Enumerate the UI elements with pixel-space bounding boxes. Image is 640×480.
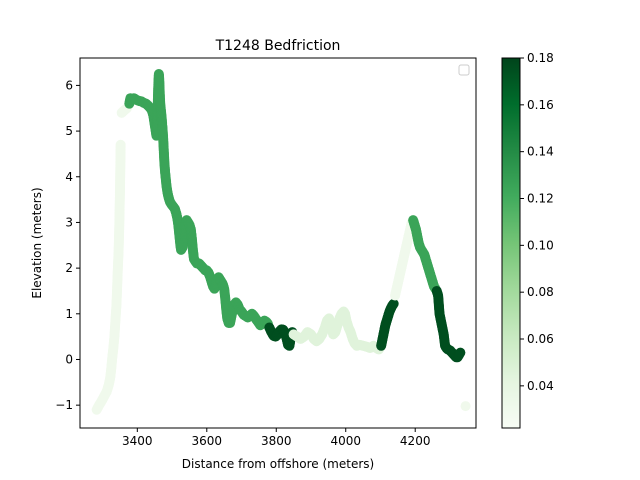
colorbar-tick-label: 0.14: [527, 145, 554, 159]
scatter-point: [455, 347, 466, 358]
y-tick-label: 5: [65, 124, 73, 138]
x-tick-label: 4000: [330, 434, 361, 448]
x-axis-ticks: 3400 3600 3800 4000 4200: [122, 428, 430, 448]
colorbar-tick-label: 0.18: [527, 51, 554, 65]
colorbar: [501, 57, 521, 429]
y-tick-label: 3: [65, 215, 73, 229]
colorbar-ticks: 0.04 0.06 0.08 0.10 0.12 0.14 0.16 0.18: [520, 51, 554, 393]
colorbar-tick-label: 0.04: [527, 379, 554, 393]
scatter-point: [115, 139, 126, 150]
x-axis-label: Distance from offshore (meters): [182, 457, 374, 471]
y-tick-label: 6: [65, 78, 73, 92]
colorbar-tick-label: 0.10: [527, 238, 554, 252]
y-tick-label: 4: [65, 170, 73, 184]
x-tick-label: 4200: [400, 434, 431, 448]
legend-box: [458, 64, 470, 76]
x-tick-label: 3600: [192, 434, 223, 448]
colorbar-tick-label: 0.06: [527, 332, 554, 346]
scatter-points: [91, 68, 471, 415]
scatter-point: [388, 298, 399, 309]
y-axis-label: Elevation (meters): [30, 187, 44, 298]
x-tick-label: 3800: [261, 434, 292, 448]
y-axis-ticks: −1 0 1 2 3 4 5 6: [55, 78, 80, 412]
plot-frame: [79, 57, 477, 429]
x-tick-label: 3400: [122, 434, 153, 448]
y-tick-label: −1: [55, 398, 73, 412]
colorbar-tick-label: 0.12: [527, 192, 554, 206]
y-tick-label: 1: [65, 307, 73, 321]
chart-title: T1248 Bedfriction: [215, 38, 341, 54]
y-tick-label: 2: [65, 261, 73, 275]
colorbar-tick-label: 0.16: [527, 98, 554, 112]
colorbar-tick-label: 0.08: [527, 285, 554, 299]
y-tick-label: 0: [65, 352, 73, 366]
scatter-point: [460, 401, 471, 412]
